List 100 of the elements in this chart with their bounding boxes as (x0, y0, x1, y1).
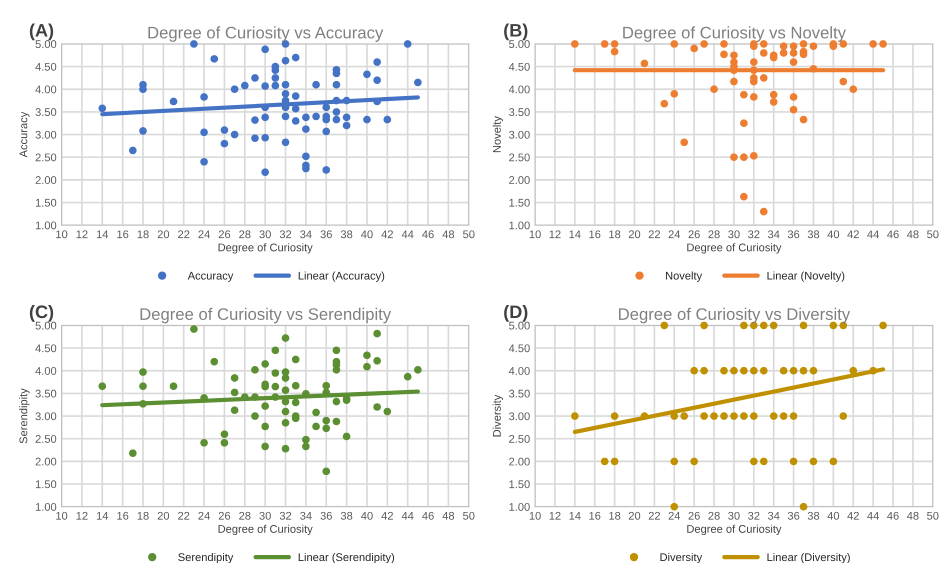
x-tick-label: 12 (76, 230, 88, 238)
x-tick-label: 18 (138, 512, 149, 520)
x-tick-label: 26 (218, 512, 230, 520)
y-tick-label: 1.00 (509, 502, 530, 511)
x-tick-label: 30 (728, 230, 740, 238)
x-tick-label: 36 (320, 230, 332, 238)
x-tick-label: 34 (768, 230, 780, 238)
x-tick-label: 20 (158, 512, 170, 520)
x-axis-title: Degree of Curiosity (687, 243, 782, 254)
y-tick-label: 2.00 (509, 458, 530, 466)
x-tick-label: 16 (589, 512, 600, 520)
x-tick-label: 28 (708, 512, 720, 520)
y-tick-label: 1.50 (509, 480, 530, 488)
y-tick-label: 3.00 (35, 130, 56, 139)
y-tick-label: 5.00 (36, 322, 56, 330)
x-tick-label: 48 (906, 512, 919, 520)
y-tick-label: 1.00 (36, 221, 56, 230)
y-tick-label: 1.00 (509, 221, 530, 230)
x-tick-label: 14 (569, 512, 581, 520)
x-tick-label: 44 (867, 230, 879, 238)
x-tick-label: 22 (178, 230, 190, 238)
y-tick-label: 3.00 (508, 130, 530, 139)
x-tick-label: 42 (381, 512, 393, 520)
y-tick-label: 4.50 (508, 62, 530, 71)
y-tick-label: 3.00 (508, 412, 530, 420)
x-tick-label: 18 (609, 512, 620, 520)
x-tick-label: 26 (688, 230, 700, 238)
x-tick-label: 38 (340, 230, 352, 238)
x-tick-label: 24 (198, 512, 210, 520)
x-tick-label: 16 (117, 230, 128, 238)
x-tick-label: 40 (827, 512, 840, 520)
x-tick-label: 20 (158, 230, 170, 238)
text: (B) (504, 23, 528, 40)
x-tick-label: 48 (906, 230, 919, 238)
y-tick-label: 4.50 (35, 344, 56, 352)
x-axis-title: Degree of Curiosity (218, 243, 313, 254)
y-tick-label: 3.50 (508, 390, 530, 398)
x-tick-label: 42 (381, 230, 393, 238)
x-tick-label: 12 (550, 512, 561, 520)
x-tick-label: 26 (688, 512, 700, 520)
x-tick-label: 12 (76, 512, 88, 520)
x-tick-label: 28 (239, 230, 250, 238)
y-tick-label: 2.00 (36, 458, 56, 466)
x-tick-label: 24 (198, 230, 210, 238)
x-tick-label: 46 (887, 230, 899, 238)
chart-title: Degree of Curiosity vs Accuracy (148, 26, 384, 42)
x-tick-label: 12 (550, 230, 561, 238)
x-tick-label: 18 (138, 230, 149, 238)
y-tick-label: 5.00 (509, 40, 530, 48)
x-tick-label: 30 (728, 512, 740, 520)
x-tick-label: 28 (239, 512, 250, 520)
y-axis-title: Novelty (492, 116, 504, 152)
x-tick-label: 36 (788, 230, 800, 238)
x-tick-label: 34 (300, 230, 312, 238)
y-tick-label: 1.50 (36, 198, 56, 207)
legend-label: Linear (Accuracy) (298, 271, 384, 282)
legend-label: Accuracy (188, 272, 234, 282)
y-tick-label: 4.00 (35, 86, 56, 94)
x-tick-label: 14 (96, 230, 108, 238)
y-tick-label: 4.00 (35, 367, 56, 375)
y-tick-label: 1.50 (36, 480, 56, 488)
y-tick-label: 2.00 (509, 176, 530, 184)
x-tick-label: 22 (178, 512, 190, 520)
x-tick-label: 44 (402, 230, 414, 238)
x-tick-label: 28 (708, 230, 720, 238)
x-tick-label: 20 (628, 512, 640, 520)
y-tick-label: 3.50 (35, 108, 56, 116)
y-axis-title: Diversity (492, 394, 504, 436)
legend-label: Novelty (666, 271, 702, 282)
y-tick-label: 5.00 (509, 322, 530, 330)
y-tick-label: 4.00 (508, 367, 530, 375)
x-tick-label: 40 (827, 230, 840, 238)
x-tick-label: 24 (668, 512, 680, 520)
x-tick-label: 30 (259, 230, 271, 238)
legend-label: Serendipity (178, 552, 234, 563)
x-tick-label: 26 (218, 230, 230, 238)
y-tick-label: 2.50 (509, 434, 530, 443)
legend-label: Diversity (660, 552, 702, 563)
x-tick-label: 46 (422, 512, 434, 520)
x-tick-label: 48 (442, 512, 454, 520)
y-tick-label: 2.50 (509, 153, 530, 162)
legend-label: Linear (Diversity) (767, 552, 850, 563)
x-tick-label: 36 (788, 512, 800, 520)
x-tick-label: 40 (361, 512, 373, 520)
y-tick-label: 3.00 (35, 412, 56, 420)
x-tick-label: 44 (867, 512, 879, 520)
y-tick-label: 2.50 (36, 434, 56, 443)
x-axis-title: Degree of Curiosity (218, 524, 313, 536)
x-tick-label: 10 (56, 512, 68, 520)
x-tick-label: 16 (589, 230, 600, 238)
x-tick-label: 38 (808, 230, 820, 238)
x-tick-label: 42 (847, 512, 859, 520)
x-tick-label: 30 (259, 512, 271, 520)
y-tick-label: 5.00 (36, 40, 56, 48)
y-axis-title: Serendipity (19, 388, 30, 444)
x-tick-label: 32 (748, 230, 760, 238)
x-tick-label: 32 (280, 512, 292, 520)
y-tick-label: 1.50 (509, 198, 530, 207)
x-tick-label: 32 (748, 512, 760, 520)
x-tick-label: 36 (320, 512, 332, 520)
